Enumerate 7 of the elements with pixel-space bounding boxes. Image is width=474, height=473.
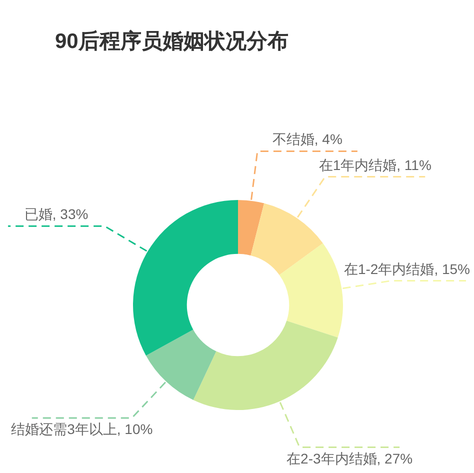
slice-label: 在1-2年内结婚, 15%	[344, 260, 470, 277]
slice-label: 不结婚, 4%	[272, 131, 342, 148]
slice-label: 在2-3年内结婚, 27%	[286, 450, 413, 466]
slice-label: 已婚, 33%	[24, 206, 88, 222]
slice-label: 在1年内结婚, 11%	[318, 156, 432, 173]
slice-label: 结婚还需3年以上, 10%	[11, 420, 153, 437]
chart-title: 90后程序员婚姻状况分布	[55, 29, 288, 53]
